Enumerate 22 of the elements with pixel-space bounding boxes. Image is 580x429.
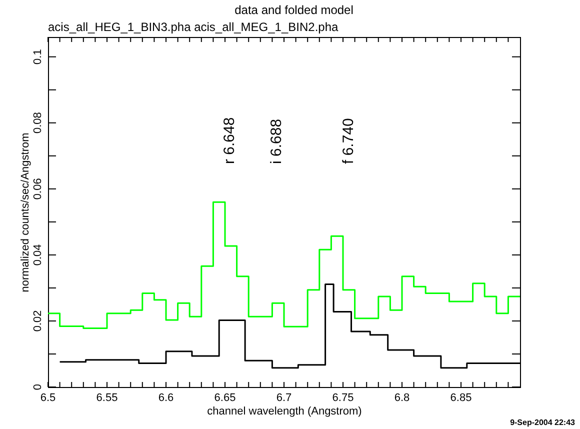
y-tick-label: 0 [32, 384, 44, 390]
text: 9-Sep-2004 22:43 [510, 418, 576, 427]
y-tick-label: 0.06 [32, 178, 44, 200]
x-tick-label: 6.75 [332, 392, 354, 404]
x-tick-label: 6.65 [214, 392, 236, 404]
x-tick-label: 6.6 [158, 392, 174, 404]
annotation: i 6.688 [268, 118, 285, 164]
y-tick-label: 0.1 [32, 49, 44, 64]
x-tick-label: 6.85 [450, 392, 472, 404]
x-tick-label: 6.8 [394, 392, 410, 404]
x-axis-title: channel wavelength (Angstrom) [207, 406, 362, 418]
annotation: f 6.740 [340, 118, 357, 164]
x-tick-label: 6.7 [276, 392, 292, 404]
y-tick-label: 0.04 [32, 244, 44, 266]
y-tick-label: 0.02 [32, 310, 44, 332]
x-tick-label: 6.55 [96, 392, 118, 404]
x-tick-label: 6.5 [40, 392, 56, 404]
y-tick-label: 0.08 [32, 112, 44, 134]
chart-subtitle: acis_all_HEG_1_BIN3.pha acis_all_MEG_1_BIN2.pha [48, 20, 338, 34]
y-axis-title: normalized counts/sec/Angstrom [20, 132, 32, 292]
chart-title: data and folded model [234, 3, 354, 17]
annotation: r 6.648 [221, 117, 238, 164]
